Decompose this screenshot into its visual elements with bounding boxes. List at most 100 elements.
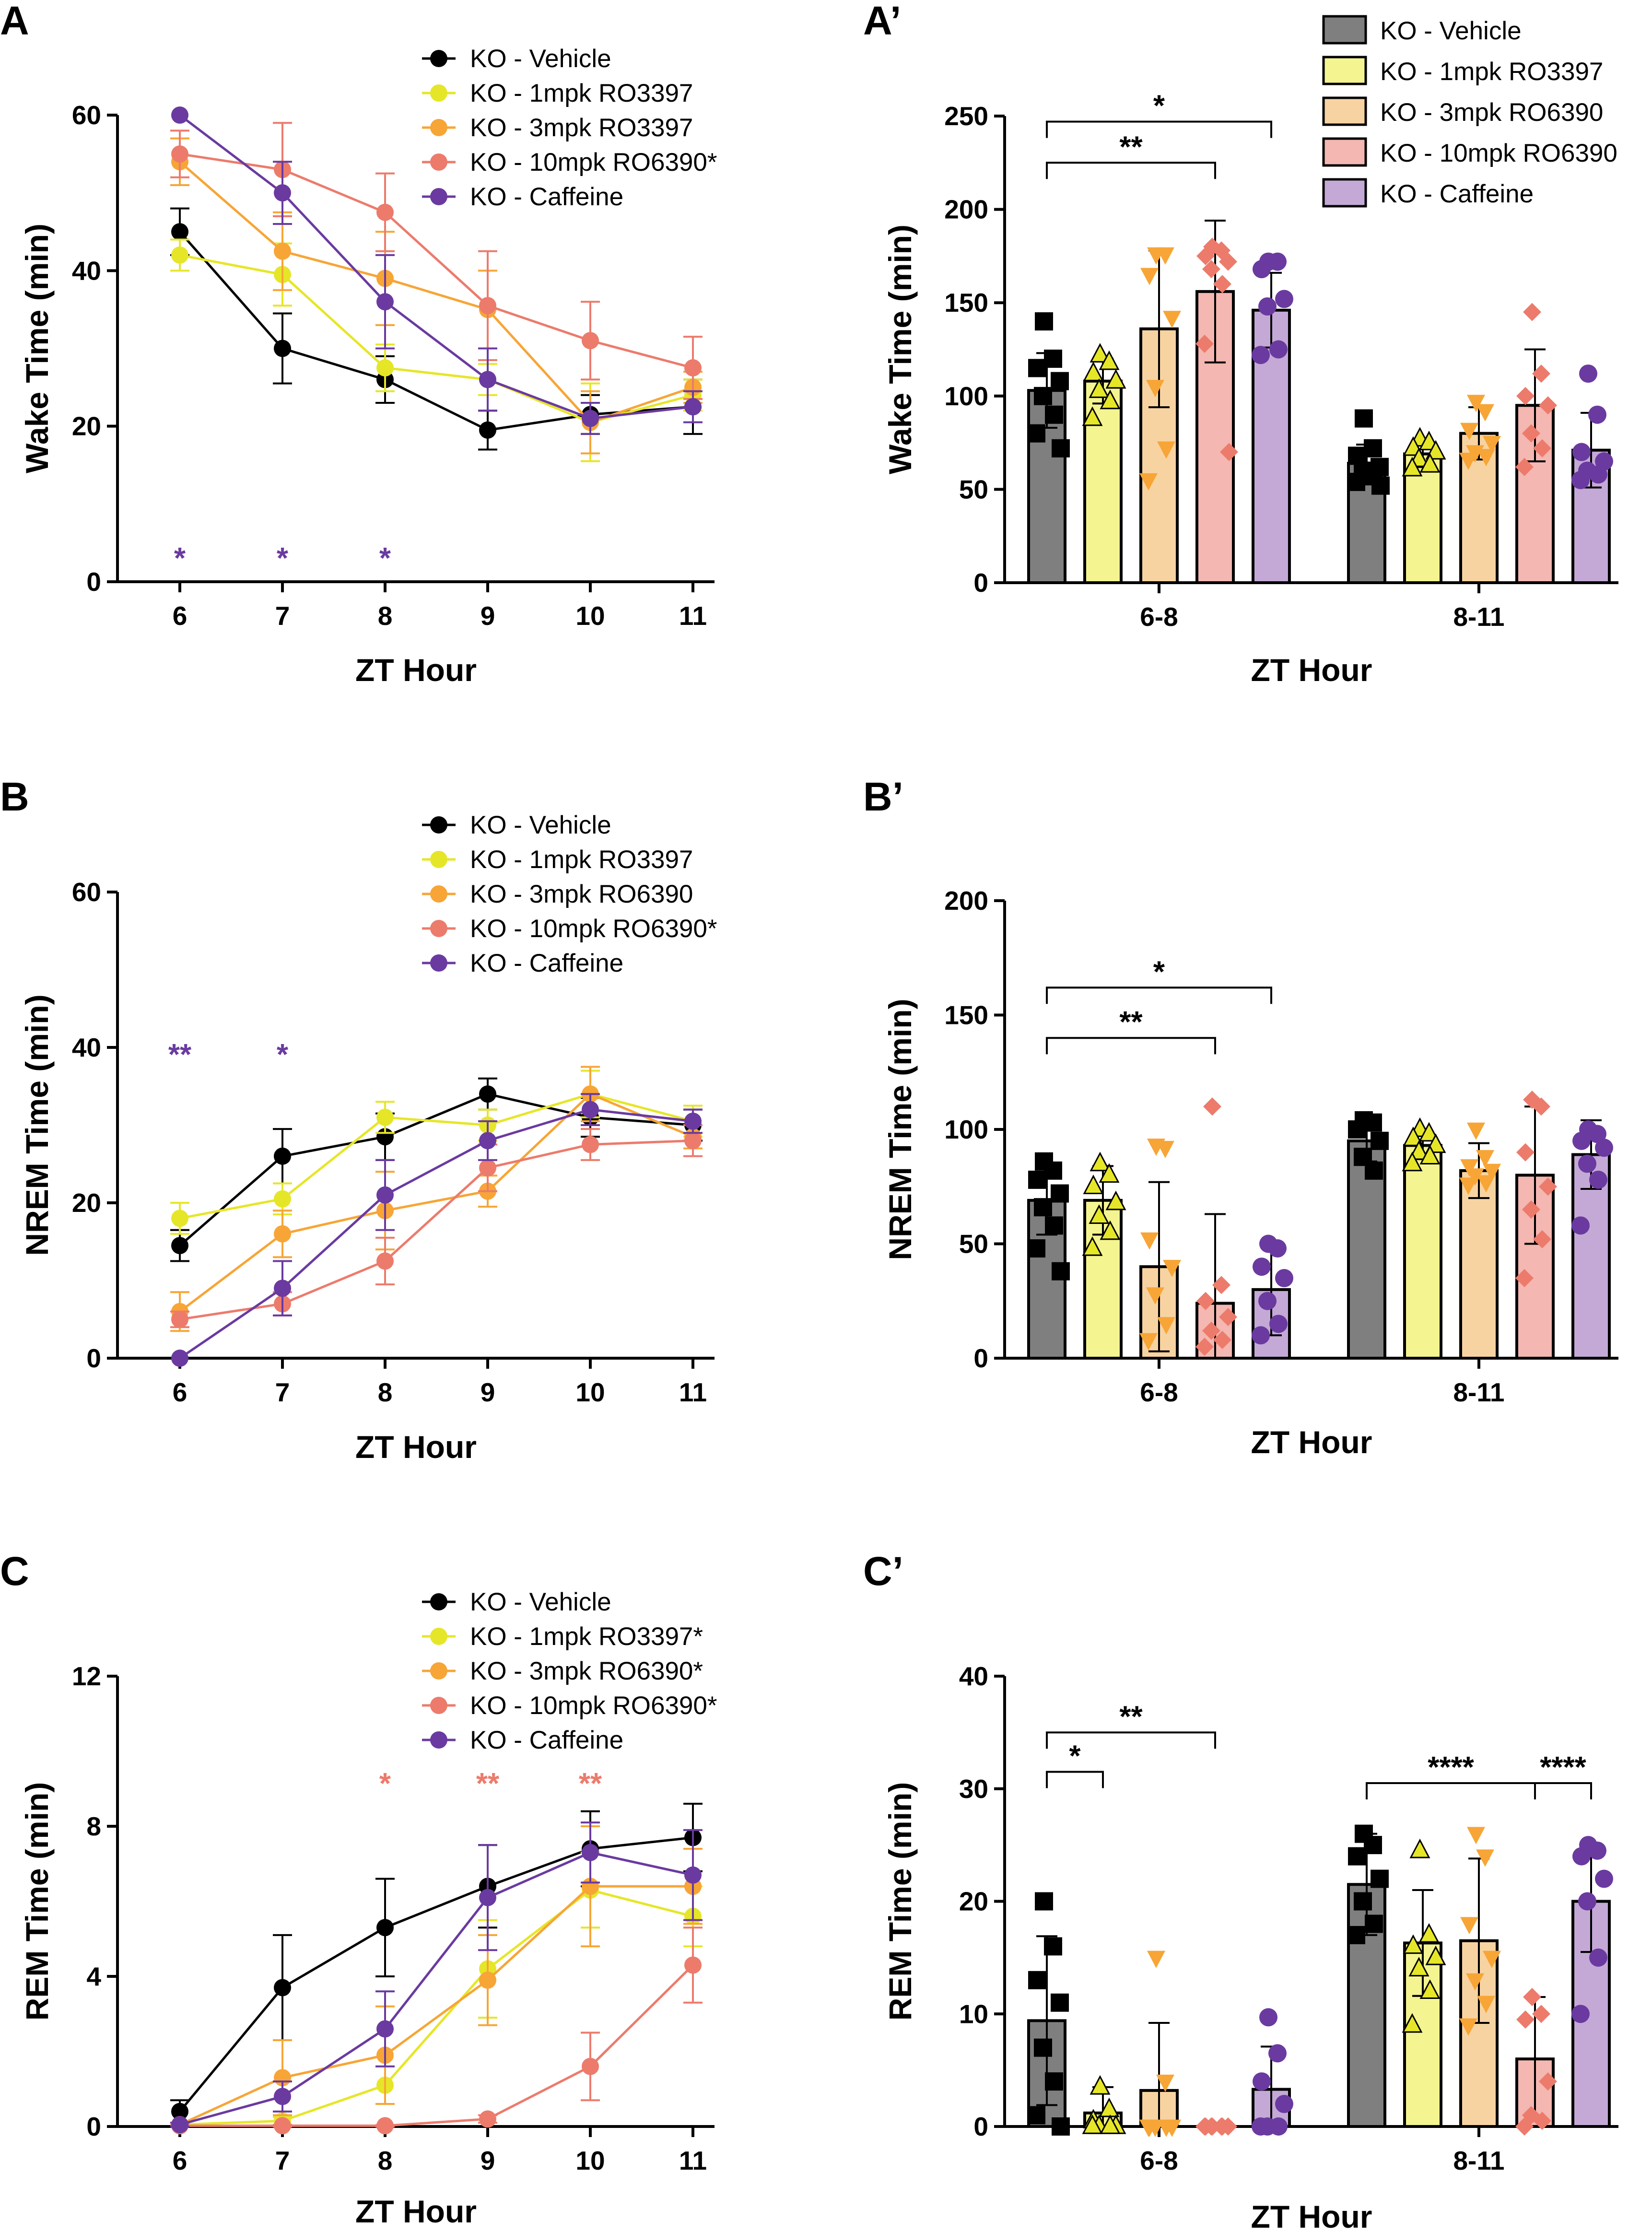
data-point <box>1409 1838 1430 1858</box>
data-point <box>1365 1915 1383 1933</box>
data-point <box>1082 2114 1103 2134</box>
data-point <box>274 1280 291 1297</box>
y-tick-label: 100 <box>944 381 988 411</box>
data-point <box>684 359 702 377</box>
data-point <box>1515 2117 1534 2136</box>
data-point <box>1460 1917 1478 1935</box>
significance-marker: ** <box>476 1767 500 1800</box>
series-line-caff <box>179 114 693 420</box>
bar-group-8-11-rx3 <box>1459 1827 1501 2128</box>
data-point <box>1354 1892 1372 1911</box>
y-tick-label: 150 <box>944 1000 988 1030</box>
bar-group-6-8-caff <box>1252 2008 1293 2136</box>
series-rx1 <box>170 1069 703 1235</box>
data-point <box>1588 405 1606 424</box>
data-point <box>1213 2117 1231 2136</box>
data-point <box>1202 1321 1220 1340</box>
data-point <box>1147 1950 1165 1968</box>
data-point <box>1539 2072 1557 2091</box>
y-tick-label: 150 <box>944 288 988 317</box>
legend-marker <box>430 1662 447 1680</box>
panel-label-a: A <box>0 0 29 43</box>
data-point <box>1589 465 1607 484</box>
data-point <box>1045 1216 1063 1235</box>
data-point <box>1139 473 1158 491</box>
data-point <box>1027 2106 1045 2125</box>
data-point <box>1157 1317 1175 1335</box>
data-point <box>1516 1143 1535 1162</box>
data-point <box>479 1159 496 1177</box>
data-point <box>1034 1198 1052 1217</box>
data-point <box>1571 2005 1590 2023</box>
significance-bracket <box>1046 162 1216 179</box>
panel-label-b: B <box>0 774 29 819</box>
data-point <box>1403 1127 1424 1146</box>
data-point <box>1196 1292 1215 1310</box>
data-point <box>1477 1175 1495 1193</box>
significance-bracket <box>1046 1037 1216 1055</box>
legend-label: KO - 10mpk RO6390* <box>470 1692 717 1720</box>
series-line-caff <box>179 1851 693 2126</box>
data-point <box>1268 252 1287 271</box>
panel-b-prime-nrem-bar-chart: 0 50 100 150 200 6-8 8-11 ZT Hour NREM Time (min… <box>882 886 1618 1460</box>
data-point <box>1348 1120 1366 1139</box>
legend-swatch <box>1322 15 1367 45</box>
data-point <box>1140 1232 1159 1250</box>
legend-label: KO - 3mpk RO3397 <box>470 114 693 142</box>
data-point <box>1425 1945 1446 1965</box>
data-point <box>582 1844 599 1861</box>
data-point <box>1044 1161 1062 1180</box>
significance-marker: ** <box>168 1038 192 1071</box>
data-point <box>1146 380 1164 398</box>
bar-group-8-11-rx10 <box>1515 303 1557 584</box>
data-point <box>1269 340 1288 359</box>
y-tick-label: 20 <box>72 411 101 441</box>
data-point <box>1418 1122 1440 1142</box>
legend-label: KO - 1mpk RO3397 <box>1380 58 1603 86</box>
data-point <box>171 1237 188 1255</box>
x-axis-title: ZT Hour <box>355 652 477 688</box>
data-point <box>479 2110 496 2128</box>
data-point <box>1522 1200 1540 1219</box>
series-line-rx1 <box>179 1093 693 1220</box>
legend-label: KO - 1mpk RO3397* <box>470 1622 703 1651</box>
data-point <box>1051 1184 1069 1203</box>
data-point <box>1459 1177 1477 1195</box>
data-point <box>1523 303 1541 321</box>
data-point <box>171 145 188 163</box>
data-point <box>1467 395 1485 412</box>
data-point <box>1028 1971 1046 1989</box>
data-point <box>1028 1170 1046 1189</box>
x-category-label: 6-8 <box>1140 602 1178 632</box>
bar <box>1403 1144 1442 1360</box>
legend-marker <box>430 1593 447 1610</box>
data-point <box>479 1971 496 1989</box>
legend-label: KO - Caffeine <box>470 183 623 211</box>
data-point <box>1532 2005 1550 2023</box>
data-point <box>1348 1847 1366 1866</box>
data-point <box>1082 1236 1103 1256</box>
data-point <box>376 2020 394 2038</box>
data-point <box>1588 1841 1606 1860</box>
legend-label: KO - 10mpk RO6390* <box>470 915 717 943</box>
data-point <box>1483 435 1501 453</box>
data-point <box>1219 252 1237 271</box>
y-axis-title: Wake Time (min) <box>19 223 55 473</box>
data-point <box>1467 1122 1485 1140</box>
significance-bracket <box>1046 1771 1104 1788</box>
series-line-caff <box>179 1108 693 1360</box>
bar-group-8-11-rx10 <box>1515 1090 1557 1360</box>
data-point <box>1459 452 1477 470</box>
data-point <box>1476 404 1494 422</box>
data-point <box>1089 1204 1110 1224</box>
y-tick-label: 10 <box>959 1999 988 2029</box>
data-point <box>479 1132 496 1150</box>
y-axis-title: REM Time (min) <box>882 1782 918 2021</box>
data-point <box>582 1101 599 1118</box>
y-axis-title: Wake Time (min) <box>882 224 918 474</box>
y-tick-label: 40 <box>72 256 101 285</box>
data-point <box>1195 1338 1214 1356</box>
data-point <box>274 340 291 357</box>
data-point <box>1034 2038 1052 2057</box>
data-point <box>1105 369 1126 389</box>
